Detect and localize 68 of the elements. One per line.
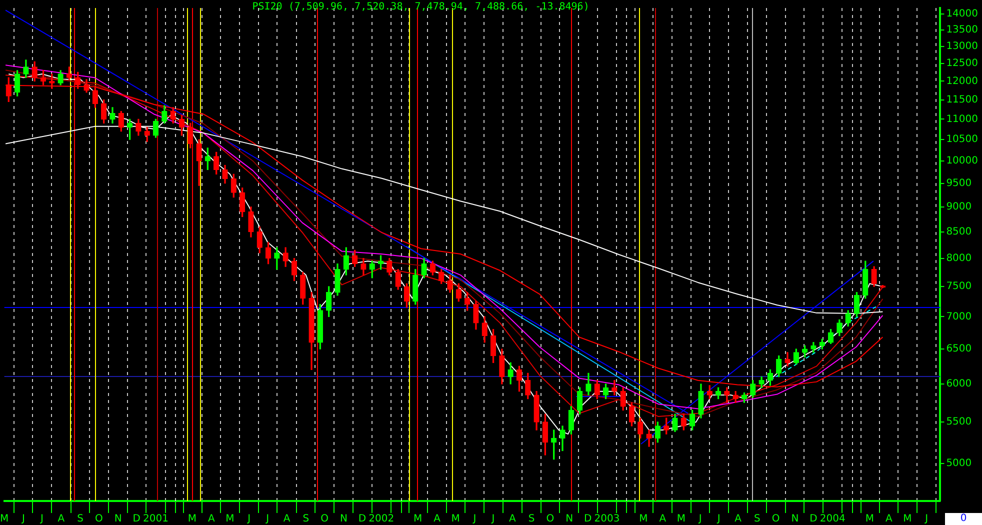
- y-tick-label: 7500: [946, 281, 972, 292]
- y-tick-label: 7000: [946, 311, 972, 322]
- chart-title: PSI20 (7,509.96, 7,520.38, 7,478.94, 7,488.66, -13.8496): [252, 2, 590, 13]
- y-tick-label: 5000: [946, 458, 972, 470]
- x-tick-label: J: [472, 514, 476, 525]
- y-tick-label: 12000: [946, 76, 978, 87]
- x-tick-label: 2004: [820, 514, 846, 525]
- y-tick-label: 9500: [946, 178, 972, 189]
- x-tick-label: 2001: [143, 514, 168, 525]
- x-tick-label: D: [358, 514, 366, 525]
- x-tick-label: O: [546, 514, 554, 525]
- y-tick-label: 8000: [946, 252, 972, 264]
- x-tick-label: O: [772, 514, 780, 525]
- x-tick-label: 2002: [368, 514, 394, 525]
- x-tick-label: J: [246, 514, 251, 525]
- x-tick-label: M: [414, 514, 422, 525]
- x-tick-label: M: [903, 514, 912, 525]
- x-tick-label: J: [21, 514, 25, 525]
- x-tick-label: M: [451, 514, 460, 525]
- x-tick-label: J: [716, 514, 720, 525]
- y-tick-label: 14000: [946, 8, 978, 20]
- x-tick-label: A: [509, 514, 516, 525]
- x-tick-label: D: [810, 514, 818, 525]
- x-tick-label: M: [639, 514, 648, 525]
- x-tick-label: A: [283, 514, 290, 525]
- x-tick-label: O: [94, 514, 103, 525]
- x-tick-label: A: [885, 514, 892, 525]
- x-tick-label: 2003: [594, 514, 620, 525]
- x-tick-label: A: [58, 514, 65, 525]
- y-tick-label: 13500: [946, 24, 978, 36]
- y-tick-label: 10000: [946, 155, 978, 166]
- x-tick-label: D: [584, 514, 592, 525]
- x-tick-label: J: [924, 514, 928, 525]
- x-tick-label: N: [340, 514, 348, 525]
- y-tick-label: 5500: [946, 416, 972, 428]
- x-tick-label: N: [566, 514, 574, 525]
- x-tick-label: M: [188, 514, 197, 525]
- x-tick-label: S: [77, 514, 84, 525]
- x-tick-label: M: [226, 514, 234, 525]
- x-tick-label: S: [754, 514, 760, 525]
- y-tick-label: 9000: [946, 201, 972, 212]
- y-tick-label: 11500: [946, 94, 978, 106]
- x-tick-label: A: [734, 514, 742, 525]
- x-tick-label: N: [791, 514, 799, 525]
- y-tick-label: 8500: [946, 226, 972, 238]
- x-tick-label: J: [265, 514, 270, 525]
- x-tick-label: J: [490, 514, 495, 525]
- x-tick-label: N: [114, 514, 122, 525]
- x-tick-label: A: [434, 514, 441, 525]
- y-tick-label: 12500: [946, 58, 978, 69]
- candlestick: [612, 380, 618, 396]
- x-tick-label: S: [528, 514, 535, 525]
- x-tick-label: M: [676, 514, 686, 525]
- y-tick-label: 6000: [946, 378, 972, 390]
- x-tick-label: A: [208, 514, 215, 525]
- x-tick-label: D: [132, 514, 141, 525]
- y-tick-label: 13000: [946, 40, 978, 52]
- x-tick-label: M: [0, 514, 9, 525]
- y-tick-label: 6500: [946, 344, 972, 355]
- x-tick-label: J: [40, 514, 44, 525]
- x-tick-label: J: [698, 514, 702, 525]
- x-tick-label: A: [659, 514, 666, 525]
- y-tick-label: 10500: [946, 134, 978, 146]
- x-tick-label: S: [302, 514, 310, 525]
- x-tick-label: M: [865, 514, 874, 525]
- x-tick-label: O: [320, 514, 329, 525]
- y-tick-label: 11000: [946, 114, 978, 125]
- value-field: 0: [945, 513, 982, 525]
